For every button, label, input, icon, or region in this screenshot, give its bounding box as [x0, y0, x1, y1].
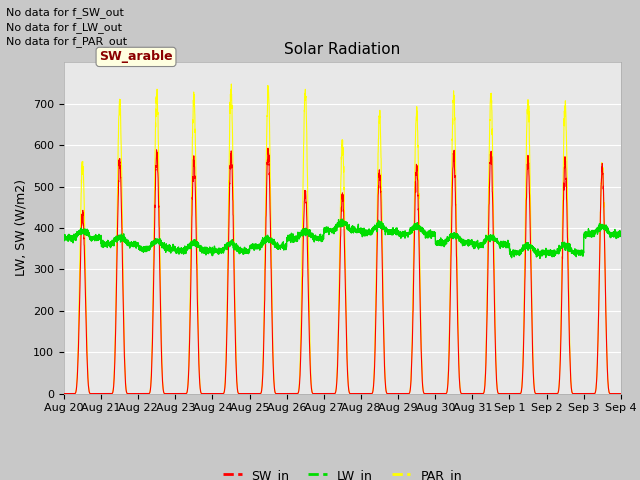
- Text: No data for f_LW_out: No data for f_LW_out: [6, 22, 122, 33]
- Y-axis label: LW, SW (W/m2): LW, SW (W/m2): [15, 180, 28, 276]
- Text: No data for f_PAR_out: No data for f_PAR_out: [6, 36, 127, 47]
- Text: No data for f_SW_out: No data for f_SW_out: [6, 7, 124, 18]
- Legend: SW_in, LW_in, PAR_in: SW_in, LW_in, PAR_in: [218, 464, 467, 480]
- Title: Solar Radiation: Solar Radiation: [284, 42, 401, 57]
- Text: SW_arable: SW_arable: [99, 50, 173, 63]
